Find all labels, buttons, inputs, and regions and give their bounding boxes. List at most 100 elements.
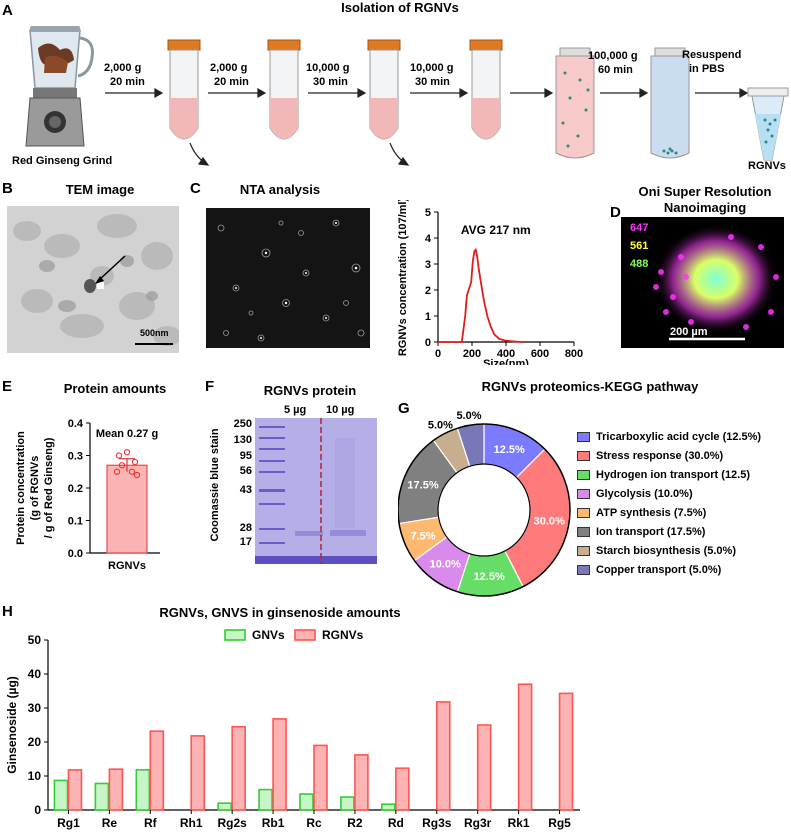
nta-x-label: Size(nm) bbox=[483, 358, 529, 365]
kegg-outer-ring bbox=[398, 423, 571, 597]
kegg-legend-label: Stress response (30.0%) bbox=[596, 450, 724, 462]
ginsenoside-x-tick-label: Rb1 bbox=[262, 816, 285, 830]
kegg-slice-label: 7.5% bbox=[410, 530, 435, 542]
nta-x-tick-label: 600 bbox=[531, 348, 549, 360]
coomassie-axis-label: Coomassie blue stain bbox=[209, 428, 221, 542]
ginsenoside-x-tick-label: Re bbox=[102, 816, 118, 830]
protein-y-tick-label: 0.2 bbox=[68, 483, 83, 495]
ginsenoside-bar-gnvs bbox=[217, 802, 232, 811]
kegg-legend-swatch bbox=[577, 432, 590, 442]
tube-icons bbox=[167, 39, 789, 161]
kegg-inner-ring bbox=[437, 463, 531, 557]
marker-130: 130 bbox=[233, 434, 252, 446]
panel-e-label: E bbox=[2, 378, 13, 395]
protein-point bbox=[131, 458, 139, 466]
panel-c-label: C bbox=[190, 180, 201, 197]
ginsenoside-bar-rgnvs bbox=[395, 767, 410, 811]
kegg-legend: Tricarboxylic acid cycle (12.5%) Stress r… bbox=[577, 431, 787, 591]
panel-e-title: Protein amounts bbox=[63, 381, 167, 396]
ginsenoside-x-tick-label: Rg5 bbox=[548, 816, 571, 830]
panel-d-title-1: Oni Super Resolution bbox=[638, 184, 772, 199]
ginsenoside-bar-gnvs bbox=[94, 782, 110, 811]
nta-y-tick-label: 0 bbox=[425, 337, 431, 349]
protein-y-label: / g of Red Ginseng) bbox=[43, 437, 55, 538]
panel-a-label: A bbox=[2, 2, 13, 19]
ginsenoside-bar-rgnvs bbox=[435, 701, 451, 811]
protein-point bbox=[118, 462, 126, 469]
product-label: RGNVs bbox=[748, 160, 786, 172]
kegg-legend-swatch bbox=[577, 489, 590, 499]
kegg-legend-swatch bbox=[577, 470, 590, 480]
protein-category-label: RGNVs bbox=[108, 560, 146, 572]
nta-x-tick-label: 0 bbox=[435, 348, 441, 360]
protein-annotation: Mean 0.27 g bbox=[96, 428, 158, 440]
ginsenoside-x-tick-label: Rg3r bbox=[464, 816, 492, 830]
source-label: Red Ginseng Grind bbox=[12, 155, 113, 167]
tem-image bbox=[7, 206, 179, 353]
kegg-legend-item: Starch biosynthesis (5.0%) bbox=[577, 545, 736, 557]
kegg-slice-label: 12.5% bbox=[474, 571, 505, 583]
resuspend-line1: Resuspend bbox=[682, 49, 742, 61]
ginsenoside-bar-gnvs bbox=[340, 796, 355, 811]
kegg-legend-item: Ion transport (17.5%) bbox=[577, 526, 705, 538]
ginsenoside-bar-rgnvs bbox=[272, 718, 287, 811]
kegg-slice-label: 30.0% bbox=[534, 515, 565, 527]
panel-f-title: RGNVs protein bbox=[263, 383, 357, 398]
protein-point bbox=[123, 449, 131, 456]
ginsenoside-y-tick-label: 50 bbox=[28, 633, 42, 647]
protein-point bbox=[128, 468, 136, 475]
marker-list: 250 130 150 95 56 43 28 17 bbox=[222, 418, 252, 564]
nta-x-tick-label: 400 bbox=[497, 348, 515, 360]
kegg-legend-swatch bbox=[577, 451, 590, 461]
panel-b-label: B bbox=[2, 180, 13, 197]
blender-icon bbox=[25, 26, 94, 147]
kegg-legend-label: Glycolysis (10.0%) bbox=[596, 488, 693, 500]
super-res-scale: 200 µm bbox=[670, 326, 708, 338]
ginsenoside-bar-gnvs bbox=[258, 788, 273, 811]
ginsenoside-x-tick-label: Rf bbox=[144, 816, 158, 830]
ginsenoside-bar-rgnvs bbox=[476, 724, 492, 811]
protein-amount-chart: 0.0 0.1 0.2 0.3 0.4 Mean 0.27 g RGNVs Protein c… bbox=[15, 418, 160, 572]
ginsenoside-x-tick-label: Rk1 bbox=[508, 816, 530, 830]
ginsenoside-bar-rgnvs bbox=[517, 683, 533, 811]
nta-annotation: AVG 217 nm bbox=[461, 223, 531, 237]
nta-y-tick-label: 5 bbox=[425, 207, 431, 219]
ginsenoside-y-tick-label: 30 bbox=[28, 701, 42, 715]
kegg-slice-label: 5.0% bbox=[456, 410, 481, 422]
marker-17: 17 bbox=[239, 536, 252, 548]
ginsenoside-legend-swatch bbox=[294, 629, 316, 641]
channel-561: 561 bbox=[630, 240, 649, 252]
ginsenoside-bar-rgnvs bbox=[108, 768, 124, 811]
ginsenoside-y-tick-label: 10 bbox=[28, 769, 42, 783]
isolation-diagram bbox=[25, 26, 789, 166]
protein-y-label: (g of RGNVs bbox=[29, 456, 41, 521]
nta-y-tick-label: 4 bbox=[425, 233, 432, 245]
nta-x-tick-label: 200 bbox=[463, 348, 481, 360]
protein-y-tick-label: 0.4 bbox=[68, 418, 84, 430]
ginsenoside-bar-rgnvs bbox=[354, 754, 369, 811]
step5-time: 60 min bbox=[598, 64, 633, 76]
nta-x-tick-label: 800 bbox=[565, 348, 583, 360]
ginsenoside-legend-swatch bbox=[224, 629, 246, 641]
nta-y-tick-label: 2 bbox=[425, 285, 431, 297]
protein-point bbox=[113, 468, 121, 475]
nta-y-tick-label: 1 bbox=[425, 311, 431, 323]
protein-y-label: Protein concentration bbox=[15, 431, 27, 545]
ginsenoside-bar-rgnvs bbox=[231, 725, 246, 811]
ginsenoside-legend-label: RGNVs bbox=[322, 628, 364, 642]
ginsenoside-bar-rgnvs bbox=[190, 735, 206, 811]
kegg-donut-chart: 12.5% 30.0% 12.5% 10.0% 7.5% 17.5% 5.0%5.0% bbox=[398, 410, 571, 597]
ginsenoside-chart: 0 10 20 30 40 50 Ginsenoside (µg) Rg1 Re Rf Rh1 Rg2… bbox=[5, 628, 580, 830]
nta-series-line bbox=[438, 247, 524, 343]
kegg-legend-label: ATP synthesis (7.5%) bbox=[596, 507, 707, 519]
protein-y-tick-label: 0.0 bbox=[68, 548, 83, 560]
step2-time: 20 min bbox=[214, 76, 249, 88]
kegg-legend-item: ATP synthesis (7.5%) bbox=[577, 507, 706, 519]
step4-time: 30 min bbox=[415, 76, 450, 88]
step1-speed: 2,000 g bbox=[104, 62, 142, 74]
panel-f-label: F bbox=[205, 378, 215, 395]
ginsenoside-bar-gnvs bbox=[299, 793, 314, 811]
ginsenoside-bar-rgnvs bbox=[149, 730, 165, 811]
panel-g-label: G bbox=[398, 400, 410, 417]
channel-647: 647 bbox=[630, 222, 649, 234]
